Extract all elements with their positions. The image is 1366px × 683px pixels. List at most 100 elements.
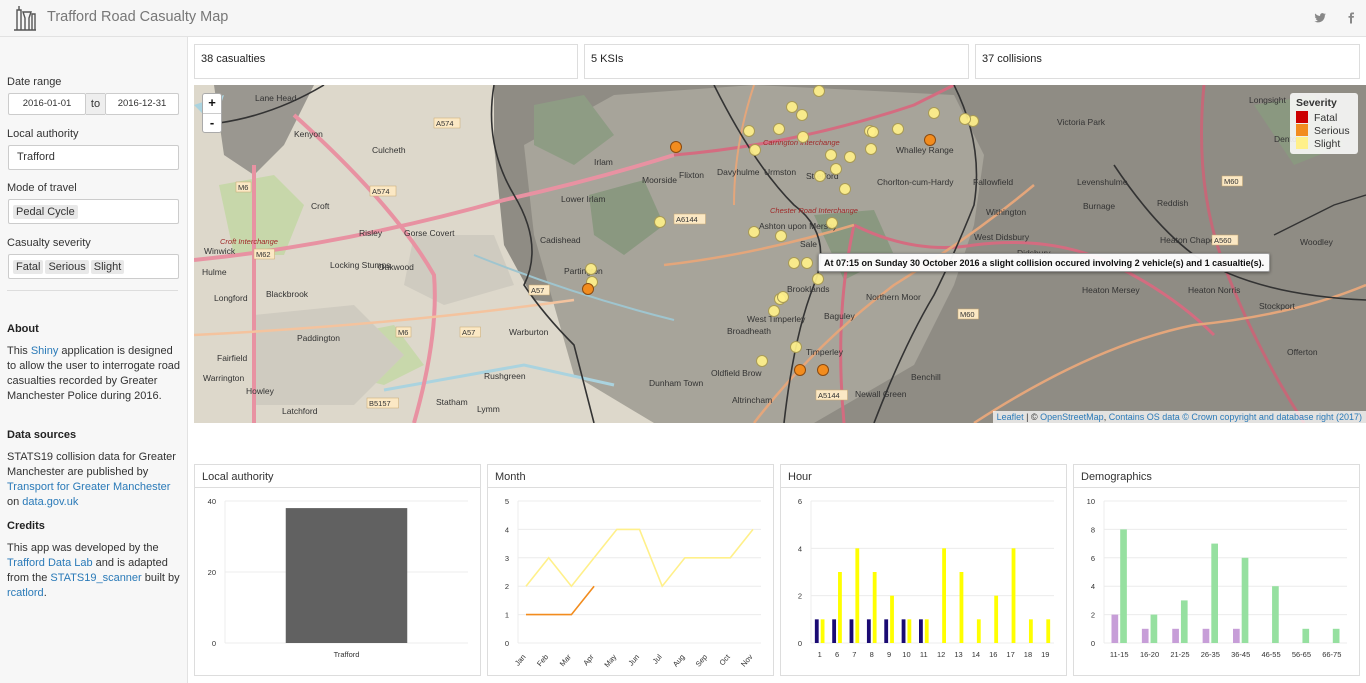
- x-tick-label: 26-35: [1201, 650, 1220, 659]
- casualty-marker-slight: [786, 101, 798, 113]
- x-tick-label: Trafford: [334, 650, 360, 659]
- slight-swatch: [1296, 137, 1308, 149]
- map-place-label: Kenyon: [294, 129, 323, 139]
- map-road-label: M60: [957, 308, 979, 320]
- casualty-marker-slight: [796, 109, 808, 121]
- casualty-marker-slight: [748, 226, 760, 238]
- y-tick-label: 0: [505, 639, 509, 648]
- casualty-marker-slight: [797, 131, 809, 143]
- casualty-marker-slight: [790, 341, 802, 353]
- y-tick-label: 1: [505, 611, 509, 620]
- casualty-marker-serious: [582, 283, 594, 295]
- osm-link[interactable]: OpenStreetMap: [1040, 412, 1104, 422]
- x-tick-label: 16: [989, 650, 997, 659]
- casualty-map[interactable]: Kenyon Culcheth Croft Risley Gorse Covert Win…: [194, 85, 1366, 423]
- svg-text:A574: A574: [372, 187, 390, 196]
- zoom-in-button[interactable]: +: [208, 95, 216, 110]
- severity-chip-serious[interactable]: Serious: [45, 260, 89, 274]
- casualty-marker-serious: [924, 134, 936, 146]
- bar: [994, 595, 999, 643]
- map-place-label: Irlam: [594, 157, 613, 167]
- shiny-link[interactable]: Shiny: [30, 345, 59, 357]
- map-place-label: Burnage: [1083, 201, 1115, 211]
- x-tick-label: Apr: [581, 652, 596, 667]
- map-place-label: Whalley Range: [896, 145, 954, 155]
- leaflet-link[interactable]: Leaflet: [996, 412, 1024, 422]
- x-tick-label: 10: [902, 650, 910, 659]
- local-authority-label: Local authority: [7, 128, 79, 140]
- facebook-icon[interactable]: [1345, 11, 1357, 25]
- stats19-scanner-link[interactable]: STATS19_scanner: [50, 572, 142, 584]
- casualty-severity-label: Casualty severity: [7, 237, 91, 249]
- svg-text:M6: M6: [398, 328, 408, 337]
- map-place-label: Lower Irlam: [561, 194, 605, 204]
- casualty-marker-slight: [844, 151, 856, 163]
- casualty-marker-slight: [826, 217, 838, 229]
- trafford-data-lab-link[interactable]: Trafford Data Lab: [7, 557, 93, 569]
- x-tick-label: 14: [972, 650, 980, 659]
- twitter-icon[interactable]: [1313, 11, 1327, 25]
- casualty-marker-slight: [867, 126, 879, 138]
- casualty-marker-slight: [749, 144, 761, 156]
- svg-text:A57: A57: [462, 328, 475, 337]
- map-place-label: Warrington: [203, 373, 245, 383]
- bar: [890, 595, 894, 643]
- y-tick-label: 0: [212, 639, 216, 648]
- map-place-label: Gorse Covert: [404, 228, 455, 238]
- x-tick-label: Jul: [651, 652, 664, 665]
- map-place-label: Statham: [436, 397, 468, 407]
- demographics-chart-title: Demographics: [1074, 465, 1359, 488]
- lab-flask-logo-icon[interactable]: [11, 4, 39, 32]
- bar: [1150, 614, 1158, 643]
- bar: [1046, 619, 1051, 643]
- severity-chip-slight[interactable]: Slight: [90, 260, 125, 274]
- casualties-stat: 38 casualties: [194, 44, 578, 79]
- svg-text:A5144: A5144: [818, 391, 840, 400]
- casualty-marker-serious: [817, 364, 829, 376]
- bar: [919, 619, 923, 643]
- bar: [924, 619, 929, 643]
- x-tick-label: 1: [818, 650, 822, 659]
- casualty-marker-serious: [670, 141, 682, 153]
- rcatlord-link[interactable]: rcatlord: [7, 587, 44, 599]
- local-authority-select[interactable]: Trafford: [8, 145, 179, 170]
- bar: [907, 619, 912, 643]
- bar: [1180, 600, 1188, 643]
- casualty-marker-slight: [928, 107, 940, 119]
- bar: [820, 619, 825, 643]
- svg-text:M6: M6: [238, 183, 248, 192]
- data-gov-uk-link[interactable]: data.gov.uk: [22, 496, 79, 508]
- svg-text:M62: M62: [256, 250, 271, 259]
- date-to-input[interactable]: 2016-12-31: [105, 93, 179, 115]
- bar: [872, 572, 877, 643]
- series-line: [526, 585, 595, 616]
- severity-chip-fatal[interactable]: Fatal: [13, 260, 44, 274]
- map-place-label: Chester Road Interchange: [770, 206, 858, 215]
- legend-title: Severity: [1296, 97, 1337, 109]
- casualty-severity-select[interactable]: Fatal Serious Slight: [8, 254, 179, 279]
- casualty-marker-slight: [773, 123, 785, 135]
- date-from-input[interactable]: 2016-01-01: [8, 93, 86, 115]
- casualty-marker-slight: [801, 257, 813, 269]
- casualty-marker-slight: [839, 183, 851, 195]
- map-place-label: Ashton upon Mersey: [759, 221, 838, 231]
- map-place-label: Reddish: [1157, 198, 1188, 208]
- month-chart-title: Month: [488, 465, 773, 488]
- map-place-label: Northern Moor: [866, 292, 921, 302]
- os-data-link[interactable]: Contains OS data © Crown copyright and d…: [1108, 412, 1362, 422]
- mode-of-travel-select[interactable]: Pedal Cycle: [8, 199, 179, 224]
- zoom-out-button[interactable]: -: [203, 113, 221, 132]
- legend-item-serious: Serious: [1296, 124, 1352, 137]
- x-tick-label: Oct: [717, 652, 732, 667]
- bar: [1202, 628, 1210, 643]
- casualty-marker-slight: [743, 125, 755, 137]
- bar: [1211, 543, 1218, 643]
- mode-chip[interactable]: Pedal Cycle: [13, 205, 78, 219]
- map-place-label: Fairfield: [217, 353, 248, 363]
- casualty-marker-slight: [814, 170, 826, 182]
- x-tick-label: 11-15: [1110, 650, 1129, 659]
- map-place-label: West Didsbury: [974, 232, 1030, 242]
- tfgm-link[interactable]: Transport for Greater Manchester: [7, 481, 171, 493]
- map-place-label: Rushgreen: [484, 371, 526, 381]
- credits-heading: Credits: [7, 520, 45, 532]
